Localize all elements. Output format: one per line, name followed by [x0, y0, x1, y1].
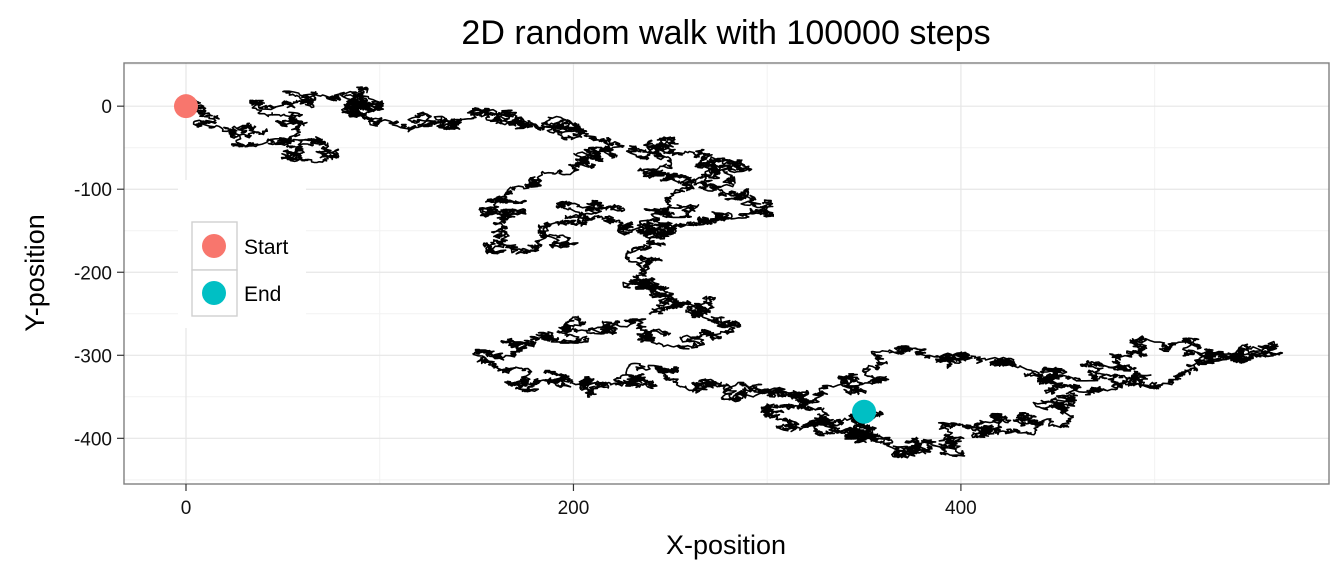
start-point	[173, 94, 198, 119]
x-tick-label: 0	[181, 498, 192, 519]
plot-panel	[124, 63, 1329, 484]
y-tick-label: -200	[74, 263, 112, 284]
y-tick-label: -300	[74, 346, 112, 367]
x-tick-label: 400	[945, 498, 977, 519]
y-tick-label: 0	[101, 97, 112, 118]
chart-title: 2D random walk with 100000 steps	[461, 14, 990, 52]
legend-key-end	[202, 281, 226, 305]
axis-layer: 0 200 400 0 -100 -200 -300 -400	[74, 97, 977, 519]
y-tick-label: -100	[74, 180, 112, 201]
legend-label-end: End	[244, 283, 281, 306]
plot-panel-border	[123, 62, 1330, 485]
legend-key-start	[202, 234, 226, 258]
x-axis-title: X-position	[666, 530, 786, 560]
y-axis-title: Y-position	[20, 214, 50, 332]
legend: Start End	[178, 180, 306, 328]
point-layer	[173, 94, 877, 424]
walk-path-layer	[180, 86, 1284, 459]
legend-key-box-start	[191, 221, 238, 271]
y-tick-label: -400	[74, 429, 112, 450]
end-point	[852, 399, 877, 424]
x-tick-label: 200	[558, 498, 590, 519]
random-walk-path	[180, 86, 1284, 459]
legend-label-start: Start	[244, 236, 289, 259]
